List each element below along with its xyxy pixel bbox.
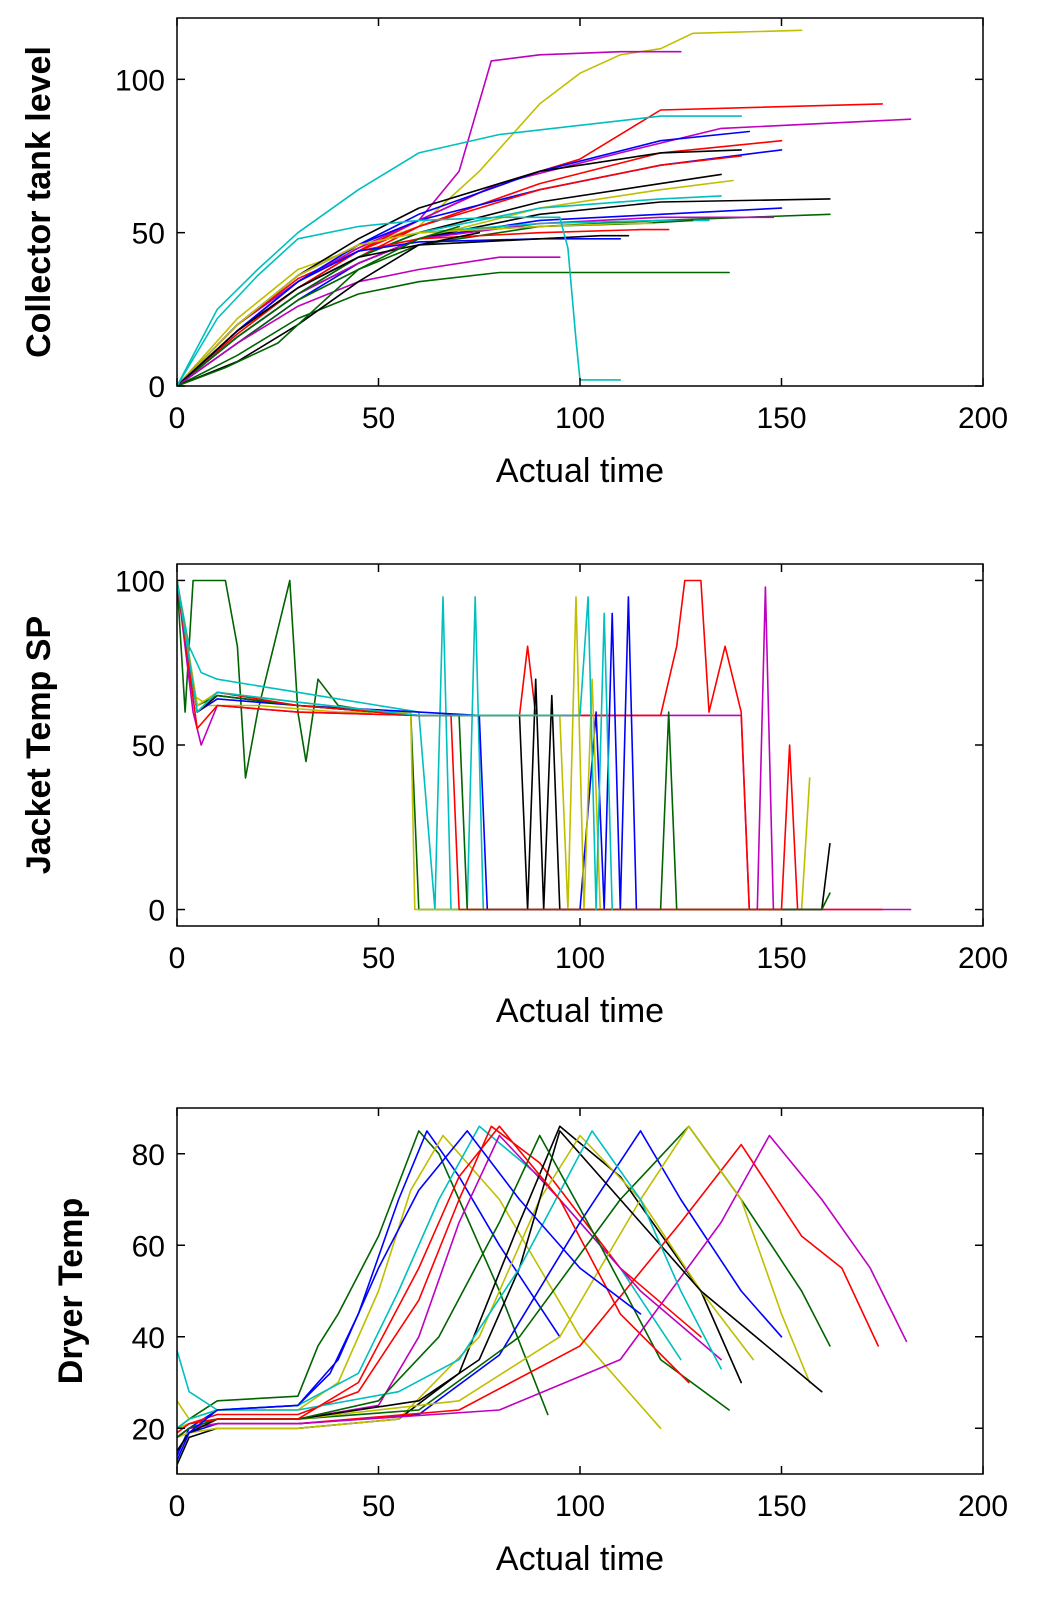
dryer-temp-series-line-9 <box>177 1130 783 1452</box>
collector-tank-level-x-tick-label: 100 <box>555 402 605 435</box>
jacket-temp-sp-series-line-11 <box>177 579 614 911</box>
jacket-temp-sp-y-tick-label: 0 <box>148 895 165 928</box>
dryer-temp-panel: 0 50 100 150 200 20 40 60 80 Actual time Dryer Tem… <box>52 1107 1008 1578</box>
collector-tank-level-series-line-6 <box>177 130 751 386</box>
collector-tank-level-x-tick-label: 0 <box>169 402 186 435</box>
collector-tank-level-series-line-1 <box>177 29 803 386</box>
collector-tank-level-panel: 0 50 100 150 200 0 50 100 Actual time Collector t… <box>20 17 1008 490</box>
jacket-temp-sp-x-tick-label: 100 <box>555 942 605 975</box>
dryer-temp-series-line-1 <box>177 1130 549 1430</box>
jacket-temp-sp-series-line-9 <box>177 579 602 911</box>
collector-tank-level-series-line-7 <box>177 139 783 386</box>
collector-tank-level-series-group <box>177 29 912 386</box>
jacket-temp-sp-series-line-3 <box>177 579 811 911</box>
collector-tank-level-series-line-27 <box>177 225 460 386</box>
jacket-temp-sp-x-tick-label: 200 <box>958 942 1008 975</box>
collector-tank-level-x-axis-label: Actual time <box>496 452 664 490</box>
collector-tank-level-y-axis-label: Collector tank level <box>20 46 58 358</box>
collector-tank-level-series-line-2 <box>177 50 682 386</box>
jacket-temp-sp-y-tick-label: 100 <box>115 565 165 598</box>
collector-tank-level-x-tick-label: 150 <box>756 402 806 435</box>
collector-tank-level-series-line-25 <box>177 271 730 386</box>
dryer-temp-series-line-18 <box>177 1130 642 1462</box>
collector-tank-level-x-tick-label: 200 <box>958 402 1008 435</box>
dryer-temp-x-tick-label: 50 <box>362 1490 395 1523</box>
dryer-temp-series-line-17 <box>177 1125 690 1434</box>
jacket-temp-sp-x-tick-label: 0 <box>169 942 186 975</box>
dryer-temp-x-tick-label: 100 <box>555 1490 605 1523</box>
dryer-temp-series-line-16 <box>177 1134 730 1439</box>
jacket-temp-sp-x-tick-label: 150 <box>756 942 806 975</box>
dryer-temp-y-tick-label: 20 <box>132 1413 165 1446</box>
collector-tank-level-series-line-26 <box>177 231 481 386</box>
dryer-temp-series-line-14 <box>177 1130 823 1452</box>
jacket-temp-sp-y-axis-label: Jacket Temp SP <box>20 616 58 874</box>
jacket-temp-sp-x-axis-label: Actual time <box>496 992 664 1030</box>
jacket-temp-sp-series-line-6 <box>177 579 662 911</box>
collector-tank-level-series-line-15 <box>177 207 783 386</box>
collector-tank-level-series-line-22 <box>177 238 622 386</box>
dryer-temp-series-group <box>177 1125 908 1466</box>
dryer-temp-x-axis-label: Actual time <box>496 1540 664 1578</box>
jacket-temp-sp-panel: 0 50 100 150 200 0 50 100 Actual time Jacket Temp… <box>20 563 1008 1030</box>
dryer-temp-x-tick-label: 0 <box>169 1490 186 1523</box>
jacket-temp-sp-x-tick-label: 50 <box>362 942 395 975</box>
dryer-temp-y-axis-label: Dryer Temp <box>52 1198 90 1384</box>
jacket-temp-sp-series-line-1 <box>177 579 581 911</box>
dryer-temp-y-tick-label: 60 <box>132 1230 165 1263</box>
jacket-temp-sp-y-tick-label: 50 <box>132 730 165 763</box>
collector-tank-level-series-line-3 <box>177 103 884 386</box>
dryer-temp-y-tick-label: 40 <box>132 1322 165 1355</box>
collector-tank-level-series-line-19 <box>177 219 694 386</box>
jacket-temp-sp-series-line-8 <box>177 579 831 911</box>
collector-tank-level-y-tick-label: 0 <box>148 371 165 404</box>
dryer-temp-series-line-15 <box>177 1130 722 1430</box>
collector-tank-level-series-line-20 <box>177 222 654 386</box>
dryer-temp-series-line-8 <box>177 1134 755 1439</box>
dryer-temp-series-line-3 <box>177 1134 662 1430</box>
collector-tank-level-series-line-28 <box>177 216 622 386</box>
collector-tank-level-y-tick-label: 100 <box>115 64 165 97</box>
dryer-temp-y-tick-label: 80 <box>132 1139 165 1172</box>
collector-tank-level-series-line-4 <box>177 118 912 386</box>
jacket-temp-sp-series-line-2 <box>177 579 485 911</box>
jacket-temp-sp-series-line-7 <box>177 579 831 911</box>
collector-tank-level-series-line-23 <box>177 234 630 386</box>
dryer-temp-x-tick-label: 200 <box>958 1490 1008 1523</box>
dryer-temp-x-tick-label: 150 <box>756 1490 806 1523</box>
collector-tank-level-series-line-5 <box>177 115 743 386</box>
collector-tank-level-y-tick-label: 50 <box>132 218 165 251</box>
dryer-temp-series-line-4 <box>177 1125 682 1411</box>
jacket-temp-sp-series-group <box>177 579 912 911</box>
collector-tank-level-x-tick-label: 50 <box>362 402 395 435</box>
dryer-temp-series-line-12 <box>177 1134 908 1439</box>
jacket-temp-sp-series-line-4 <box>177 579 912 911</box>
